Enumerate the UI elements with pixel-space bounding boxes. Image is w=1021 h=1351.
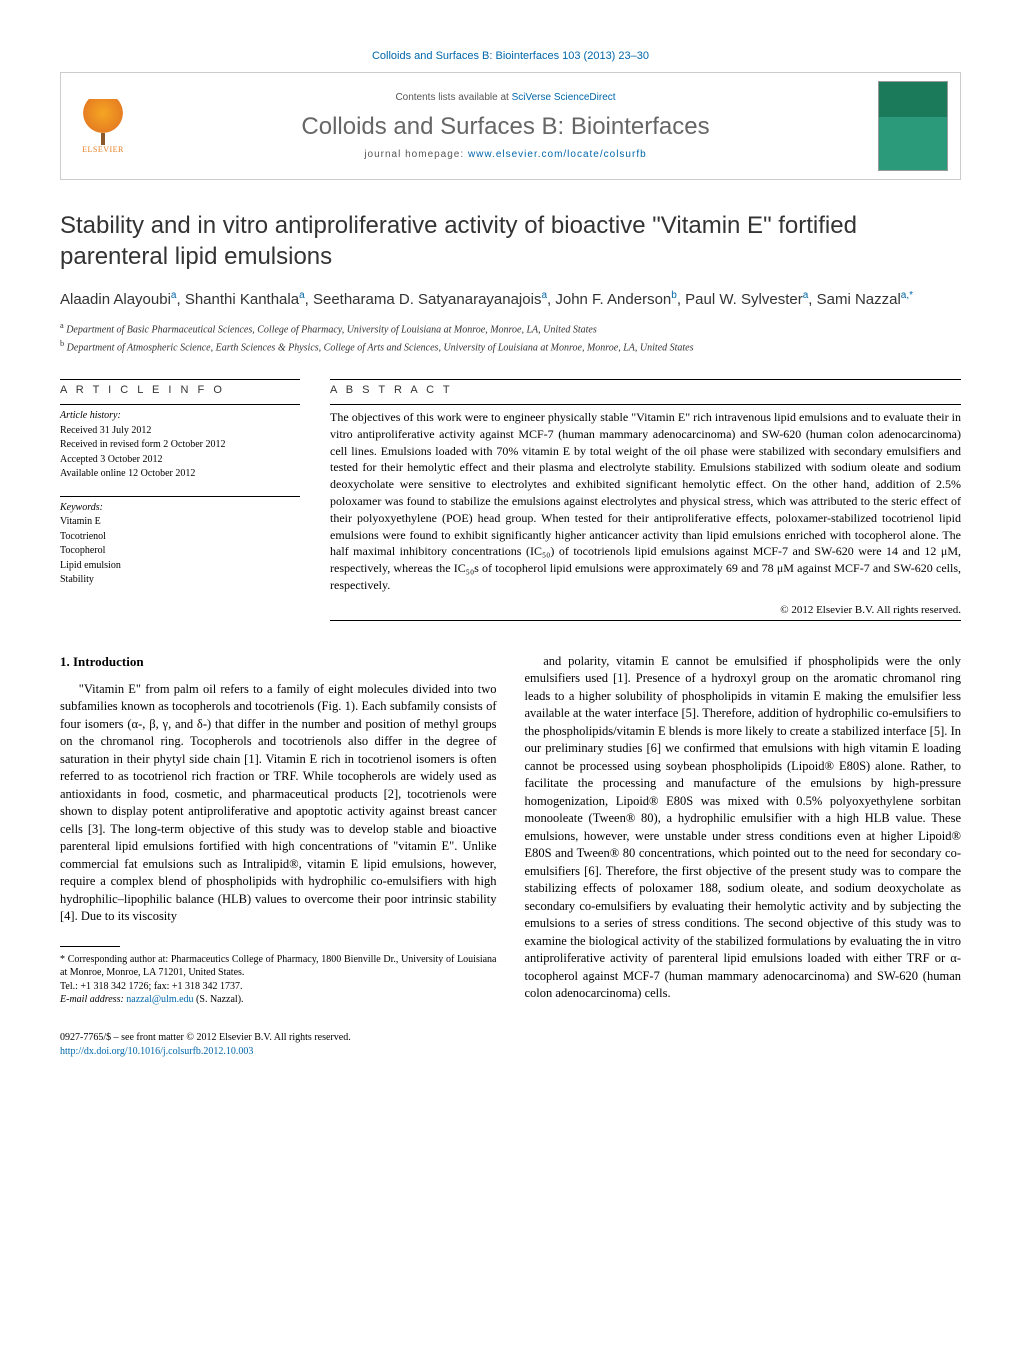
corresponding-tel: Tel.: +1 318 342 1726; fax: +1 318 342 1… — [60, 981, 243, 992]
section-heading-intro: 1. Introduction — [60, 653, 497, 671]
body-paragraph: and polarity, vitamin E cannot be emulsi… — [525, 653, 962, 1003]
email-label: E-mail address: — [60, 994, 126, 1005]
email-suffix: (S. Nazzal). — [194, 994, 244, 1005]
article-body: 1. Introduction "Vitamin E" from palm oi… — [60, 653, 961, 1007]
keywords-block: Keywords: Vitamin ETocotrienolTocopherol… — [60, 501, 300, 588]
article-title: Stability and in vitro antiproliferative… — [60, 210, 961, 272]
citation-header: Colloids and Surfaces B: Biointerfaces 1… — [60, 50, 961, 62]
homepage-label: journal homepage: — [364, 149, 468, 160]
section-number: 1. — [60, 654, 70, 669]
contents-prefix: Contents lists available at — [395, 92, 511, 103]
abstract-text: The objectives of this work were to engi… — [330, 409, 961, 594]
keywords-label: Keywords: — [60, 502, 103, 513]
publisher-logo: ELSEVIER — [73, 96, 133, 156]
corresponding-label: * Corresponding author at: Pharmaceutics… — [60, 954, 497, 979]
article-history-block: Article history: Received 31 July 2012Re… — [60, 409, 300, 482]
journal-masthead: ELSEVIER Contents lists available at Sci… — [60, 72, 961, 180]
author-list: Alaadin Alayoubia, Shanthi Kanthalaa, Se… — [60, 290, 961, 308]
body-paragraph: "Vitamin E" from palm oil refers to a fa… — [60, 681, 497, 926]
page-footer: 0927-7765/$ – see front matter © 2012 El… — [60, 1031, 961, 1059]
journal-homepage-line: journal homepage: www.elsevier.com/locat… — [133, 149, 878, 160]
homepage-link[interactable]: www.elsevier.com/locate/colsurfb — [468, 149, 647, 160]
sciencedirect-link[interactable]: SciVerse ScienceDirect — [512, 92, 616, 103]
affiliation-list: a Department of Basic Pharmaceutical Sci… — [60, 320, 961, 355]
journal-title: Colloids and Surfaces B: Biointerfaces — [133, 113, 878, 141]
abstract-heading: A B S T R A C T — [330, 384, 961, 396]
doi-link[interactable]: http://dx.doi.org/10.1016/j.colsurfb.201… — [60, 1046, 253, 1057]
contents-available-line: Contents lists available at SciVerse Sci… — [133, 92, 878, 103]
footnote-separator — [60, 946, 120, 947]
corresponding-author-footnote: * Corresponding author at: Pharmaceutics… — [60, 953, 497, 1007]
abstract-copyright: © 2012 Elsevier B.V. All rights reserved… — [330, 604, 961, 616]
history-label: Article history: — [60, 410, 121, 421]
corresponding-email-link[interactable]: nazzal@ulm.edu — [126, 994, 193, 1005]
journal-cover-thumbnail — [878, 81, 948, 171]
issn-line: 0927-7765/$ – see front matter © 2012 El… — [60, 1032, 351, 1043]
publisher-name: ELSEVIER — [82, 145, 124, 154]
section-title: Introduction — [73, 654, 144, 669]
abstract-column: A B S T R A C T The objectives of this w… — [330, 375, 961, 625]
elsevier-tree-icon — [83, 99, 123, 139]
article-info-heading: A R T I C L E I N F O — [60, 384, 300, 396]
article-info-column: A R T I C L E I N F O Article history: R… — [60, 375, 300, 625]
